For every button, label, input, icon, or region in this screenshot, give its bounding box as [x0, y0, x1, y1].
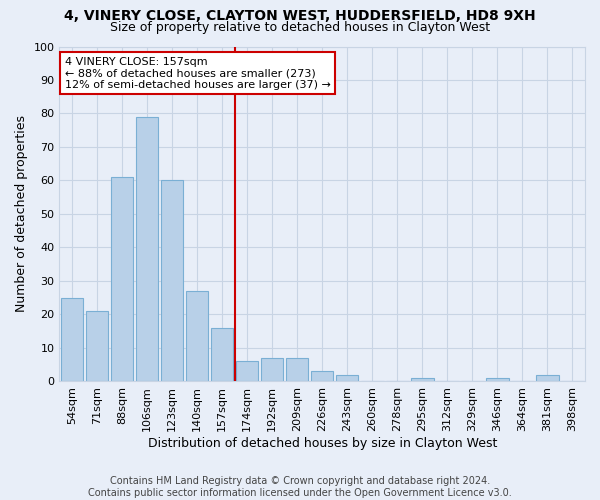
Bar: [236, 362, 259, 382]
Bar: [336, 375, 358, 382]
Bar: [536, 375, 559, 382]
Bar: [311, 372, 334, 382]
Bar: [286, 358, 308, 382]
Bar: [211, 328, 233, 382]
X-axis label: Distribution of detached houses by size in Clayton West: Distribution of detached houses by size …: [148, 437, 497, 450]
Bar: [486, 378, 509, 382]
Bar: [86, 311, 108, 382]
Text: 4 VINERY CLOSE: 157sqm
← 88% of detached houses are smaller (273)
12% of semi-de: 4 VINERY CLOSE: 157sqm ← 88% of detached…: [65, 56, 331, 90]
Text: Contains HM Land Registry data © Crown copyright and database right 2024.
Contai: Contains HM Land Registry data © Crown c…: [88, 476, 512, 498]
Text: Size of property relative to detached houses in Clayton West: Size of property relative to detached ho…: [110, 21, 490, 34]
Bar: [136, 117, 158, 382]
Bar: [261, 358, 283, 382]
Text: 4, VINERY CLOSE, CLAYTON WEST, HUDDERSFIELD, HD8 9XH: 4, VINERY CLOSE, CLAYTON WEST, HUDDERSFI…: [64, 9, 536, 23]
Y-axis label: Number of detached properties: Number of detached properties: [15, 116, 28, 312]
Bar: [186, 291, 208, 382]
Bar: [161, 180, 184, 382]
Bar: [61, 298, 83, 382]
Bar: [411, 378, 434, 382]
Bar: [111, 177, 133, 382]
